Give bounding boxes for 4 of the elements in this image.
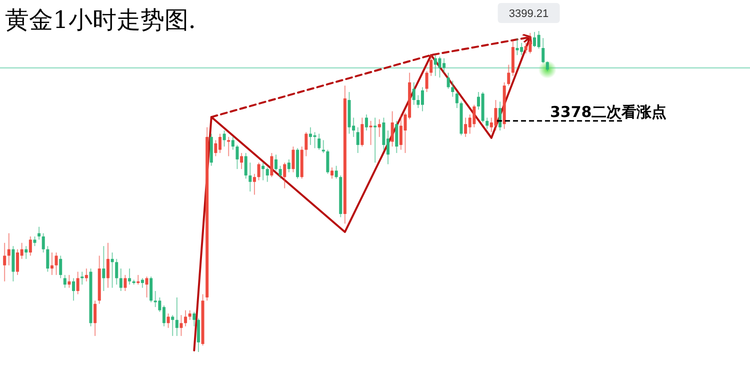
annotation: 3399.21 <box>508 8 549 20</box>
candlestick <box>546 60 549 72</box>
ref-line-label: 3378二次看涨点 <box>550 102 667 121</box>
chart-title: 黄金1小时走势图. <box>5 6 196 34</box>
